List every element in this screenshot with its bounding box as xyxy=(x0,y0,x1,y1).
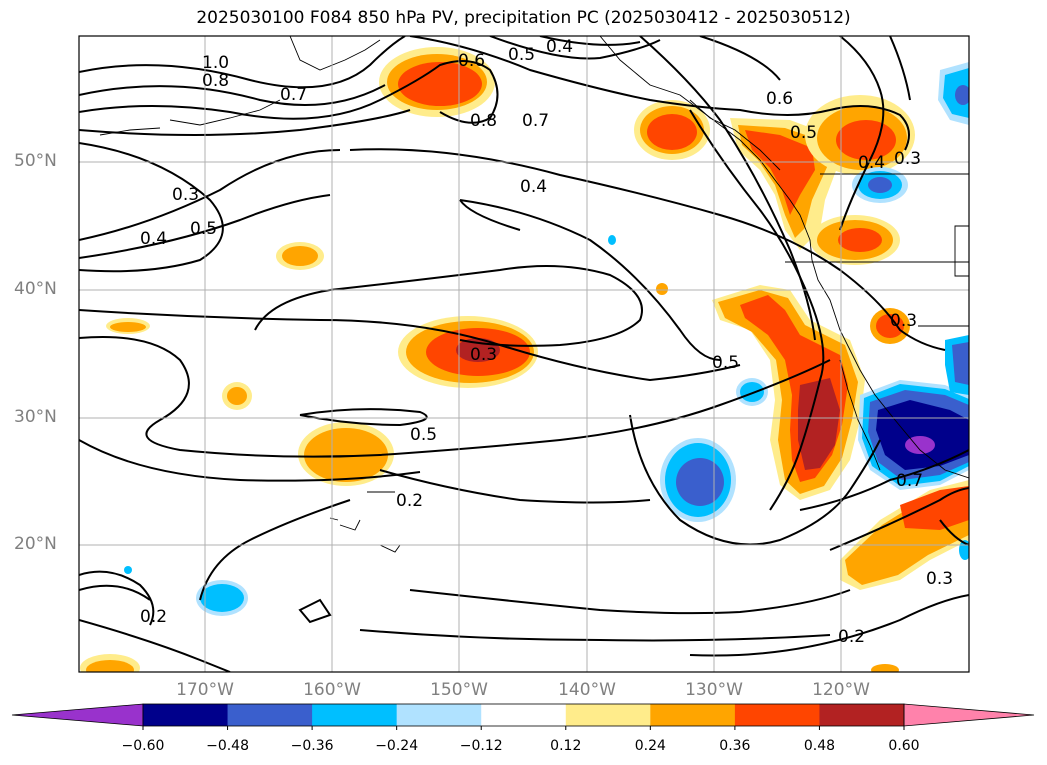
lon-label-140w: 140°W xyxy=(558,680,616,700)
graticule xyxy=(79,36,969,672)
pv-contours xyxy=(79,36,969,672)
colorbar-segment xyxy=(650,704,736,726)
map-title: 2025030100 F084 850 hPa PV, precipitatio… xyxy=(196,8,851,28)
colorbar xyxy=(11,703,1035,730)
colorbar-segment xyxy=(734,704,820,726)
contour-label: 0.8 xyxy=(202,71,229,91)
contour-label: 0.5 xyxy=(190,219,217,239)
contour-label: 0.3 xyxy=(172,185,199,205)
colorbar-tick-label: 0.60 xyxy=(888,738,920,754)
contour-label: 0.4 xyxy=(520,177,547,197)
contour-label: 1.0 xyxy=(202,53,229,73)
contour-label: 0.7 xyxy=(280,85,307,105)
contour-label: 0.5 xyxy=(410,425,437,445)
contour-label: 0.7 xyxy=(896,471,923,491)
colorbar-segment xyxy=(312,704,398,726)
lat-label-20n: 20°N xyxy=(14,534,57,554)
lon-label-130w: 130°W xyxy=(685,680,743,700)
contour-label: 0.4 xyxy=(140,229,167,249)
contour-label: 0.2 xyxy=(396,491,423,511)
colorbar-segment xyxy=(227,704,313,726)
contour-labels: 1.0 0.8 0.7 0.6 0.5 0.4 0.8 0.7 0.6 0.5 … xyxy=(140,37,953,647)
contour-label: 0.7 xyxy=(522,111,549,131)
colorbar-segment xyxy=(396,704,482,726)
colorbar-tick-label: −0.36 xyxy=(290,738,334,754)
colorbar-segment xyxy=(819,704,905,726)
colorbar-segment xyxy=(565,704,651,726)
colorbar-tick-label: −0.24 xyxy=(375,738,419,754)
lon-label-120w: 120°W xyxy=(812,680,870,700)
contour-label: 0.8 xyxy=(470,111,497,131)
colorbar-tick-label: −0.60 xyxy=(121,738,165,754)
colorbar-tick-label: −0.12 xyxy=(459,738,503,754)
map-plot-area: 1.0 0.8 0.7 0.6 0.5 0.4 0.8 0.7 0.6 0.5 … xyxy=(79,36,969,672)
contour-label: 0.2 xyxy=(140,607,167,627)
contour-label: 0.3 xyxy=(894,149,921,169)
colorbar-tick-label: −0.48 xyxy=(206,738,249,754)
colorbar-tick-label: 0.24 xyxy=(634,738,666,754)
lon-label-150w: 150°W xyxy=(430,680,488,700)
contour-label: 0.4 xyxy=(858,153,885,173)
contour-label: 0.4 xyxy=(546,37,573,57)
map-frame xyxy=(78,35,970,673)
lat-label-30n: 30°N xyxy=(14,407,57,427)
colorbar-segment xyxy=(481,704,567,726)
contour-label: 0.5 xyxy=(790,123,817,143)
precip-shading xyxy=(80,47,969,672)
contour-label: 0.3 xyxy=(470,345,497,365)
contour-label: 0.3 xyxy=(890,311,917,331)
contour-label: 0.5 xyxy=(508,45,535,65)
colorbar-tick-label: 0.12 xyxy=(550,738,582,754)
colorbar-tick-label: 0.48 xyxy=(803,738,836,754)
colorbar-extend-max xyxy=(903,703,1035,727)
contour-label: 0.5 xyxy=(712,353,739,373)
colorbar-segment xyxy=(143,704,229,726)
lon-label-160w: 160°W xyxy=(303,680,361,700)
colorbar-frame xyxy=(142,703,905,727)
contour-label: 0.2 xyxy=(838,627,865,647)
colorbar-tick-label: 0.36 xyxy=(719,738,751,754)
lat-label-50n: 50°N xyxy=(14,151,57,171)
lon-label-170w: 170°W xyxy=(176,680,234,700)
contour-label: 0.6 xyxy=(458,51,485,71)
lat-label-40n: 40°N xyxy=(14,279,57,299)
contour-label: 0.6 xyxy=(766,89,793,109)
contour-label: 0.3 xyxy=(926,569,953,589)
colorbar-extend-min xyxy=(11,703,144,727)
